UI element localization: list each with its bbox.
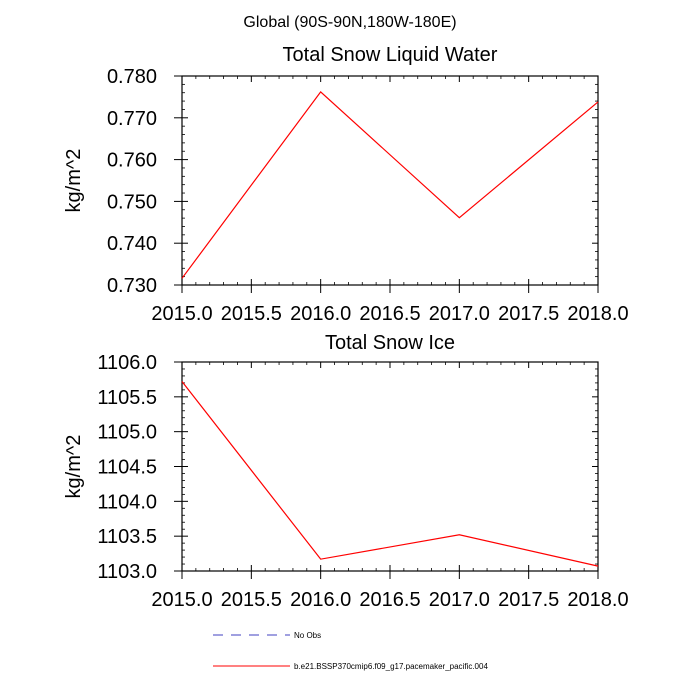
x-tick-label: 2015.0 — [151, 303, 212, 325]
chart-panel-2: Total Snow Ice 2015.0 2015.5 2016.0 2016.5 20… — [63, 332, 629, 611]
y-tick-label: 1105.0 — [97, 422, 157, 444]
legend-label: b.e21.BSSP370cmip6.f09_g17.pacemaker_pac… — [294, 662, 488, 671]
x-tick-label: 2015.0 — [151, 589, 212, 611]
plot-frame — [181, 361, 599, 572]
y-tick-label: 1104.0 — [97, 491, 157, 513]
chart-title: Total Snow Ice — [325, 332, 455, 354]
y-tick-label: 1103.0 — [97, 561, 157, 583]
chart-title: Total Snow Liquid Water — [283, 44, 498, 66]
y-axis-label: kg/m^2 — [63, 149, 85, 213]
y-tick-label: 0.750 — [107, 191, 157, 213]
legend-label: No Obs — [294, 631, 321, 640]
y-tick-label: 1106.0 — [97, 352, 157, 374]
y-tick-label: 0.760 — [107, 150, 157, 172]
legend-entry: b.e21.BSSP370cmip6.f09_g17.pacemaker_pac… — [213, 662, 488, 671]
y-tick-label: 0.730 — [107, 275, 157, 297]
plot-frame — [181, 75, 599, 286]
legend: No Obs b.e21.BSSP370cmip6.f09_g17.pacemak… — [213, 631, 488, 671]
y-axis-label: kg/m^2 — [63, 435, 85, 499]
x-tick-label: 2017.5 — [498, 303, 559, 325]
x-tick-label: 2018.0 — [567, 589, 628, 611]
x-tick-label: 2017.5 — [498, 589, 559, 611]
series-line — [181, 381, 599, 567]
x-tick-label: 2015.5 — [221, 589, 282, 611]
y-tick-label: 0.740 — [107, 233, 157, 255]
y-tick-label: 1103.5 — [97, 526, 157, 548]
chart-panel-1: Total Snow Liquid Water 2015.0 2015.5 2016.… — [63, 44, 629, 325]
y-tick-label: 1104.5 — [97, 457, 157, 479]
x-tick-label: 2016.5 — [359, 303, 420, 325]
legend-entry: No Obs — [213, 631, 321, 640]
x-tick-label: 2016.0 — [290, 303, 351, 325]
y-tick-label: 0.780 — [107, 66, 157, 88]
x-tick-label: 2016.5 — [359, 589, 420, 611]
x-tick-label: 2017.0 — [429, 303, 490, 325]
y-tick-label: 1105.5 — [97, 387, 157, 409]
x-tick-label: 2015.5 — [221, 303, 282, 325]
chart-panels: Total Snow Liquid Water 2015.0 2015.5 2016.… — [63, 44, 629, 611]
x-tick-label: 2017.0 — [429, 589, 490, 611]
x-tick-label: 2016.0 — [290, 589, 351, 611]
page-title: Global (90S-90N,180W-180E) — [243, 14, 456, 31]
series-line — [181, 90, 599, 279]
x-tick-label: 2018.0 — [567, 303, 628, 325]
y-tick-label: 0.770 — [107, 108, 157, 130]
